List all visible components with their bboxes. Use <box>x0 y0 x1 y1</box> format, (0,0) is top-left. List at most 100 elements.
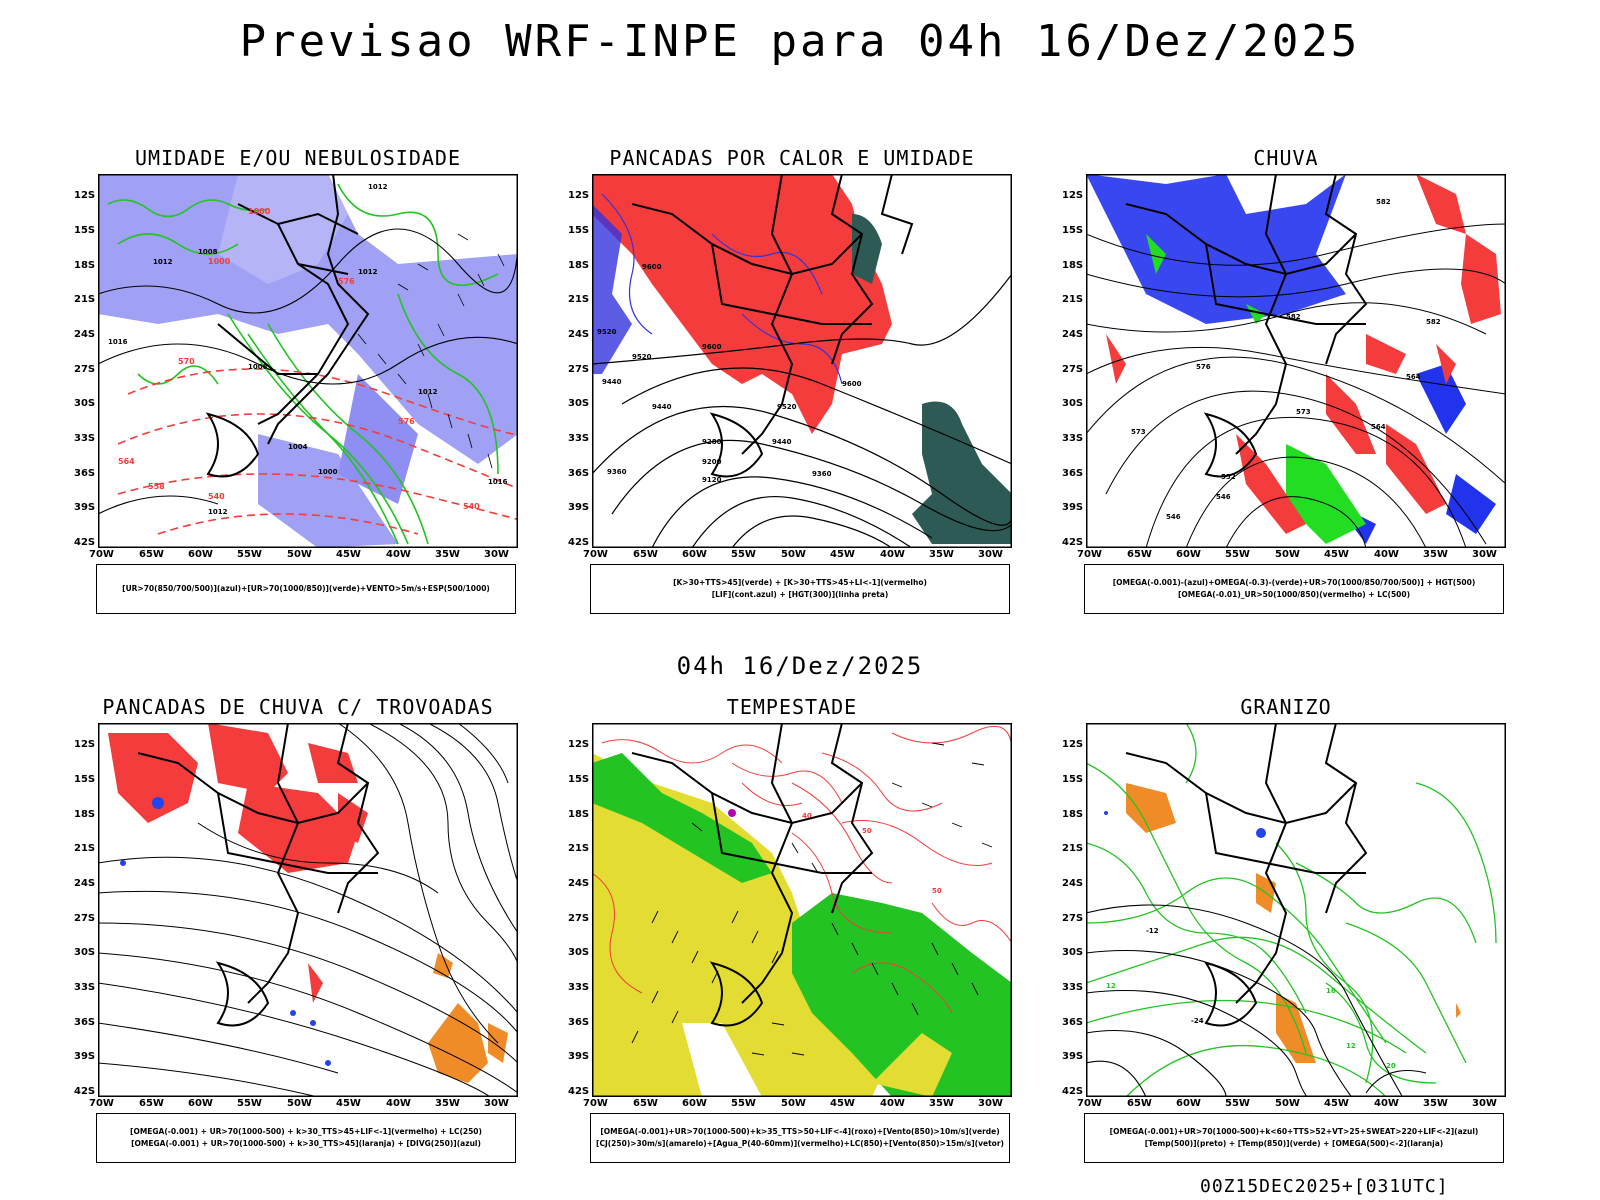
lat-tick-label: 18S <box>74 809 96 820</box>
lon-tick-label: 45W <box>830 1098 855 1109</box>
lat-tick-label: 12S <box>74 190 96 201</box>
svg-text:582: 582 <box>1376 198 1391 206</box>
political-boundaries <box>1125 723 1368 1027</box>
lat-tick-label: 30S <box>568 398 590 409</box>
svg-text:546: 546 <box>1166 513 1181 521</box>
panel-legend: [K>30+TTS>45](verde) + [K>30+TTS>45+LI<-… <box>590 564 1010 614</box>
svg-text:9440: 9440 <box>772 438 792 446</box>
svg-text:9360: 9360 <box>812 470 832 478</box>
panel-chuva: CHUVA <box>1046 146 1526 626</box>
svg-text:582: 582 <box>1286 313 1301 321</box>
svg-text:16: 16 <box>1326 987 1336 995</box>
map-pancadas: 9600 9520 9520 9440 9600 9440 9520 9600 … <box>568 174 1012 560</box>
lon-tick-label: 60W <box>1176 549 1201 560</box>
lon-tick-label: 55W <box>731 1098 756 1109</box>
svg-text:564: 564 <box>1371 423 1386 431</box>
svg-text:552: 552 <box>1221 473 1236 481</box>
svg-text:573: 573 <box>1296 408 1311 416</box>
lat-tick-label: 15S <box>568 774 590 785</box>
lat-tick-label: 21S <box>74 294 96 305</box>
lat-tick-label: 30S <box>1062 398 1084 409</box>
svg-text:12: 12 <box>1106 982 1116 990</box>
lon-tick-label: 65W <box>633 1098 658 1109</box>
lat-tick-label: 12S <box>1062 190 1084 201</box>
panel-legend: [OMEGA(-0.001)+UR>70(1000-500)+k<60+TTS>… <box>1084 1113 1504 1163</box>
legend-line: [OMEGA(-0.001)+UR>70(1000-500)+k>35_TTS>… <box>600 1127 1000 1136</box>
lat-tick-label: 30S <box>74 947 96 958</box>
streamlines <box>98 723 518 1097</box>
lon-tick-label: 60W <box>682 549 707 560</box>
lon-tick-label: 65W <box>139 549 164 560</box>
lat-tick-label: 15S <box>1062 774 1084 785</box>
map-tempestade: 50 40 50 12S 15S 18S 21S 24S 27S 30S 33S 36S 39S 4… <box>568 723 1012 1109</box>
svg-text:576: 576 <box>338 277 355 286</box>
lat-tick-label: 15S <box>568 225 590 236</box>
panel-title: GRANIZO <box>1240 695 1332 719</box>
legend-line: [OMEGA(-0.001) + UR>70(1000-500) + k>30_… <box>131 1139 481 1148</box>
svg-text:9440: 9440 <box>602 378 622 386</box>
political-boundaries <box>137 723 380 1027</box>
map-canvas: 1000 576 1000 570 564 558 540 540 576 10… <box>98 174 518 548</box>
svg-text:1000: 1000 <box>318 468 338 476</box>
lat-tick-label: 21S <box>1062 843 1084 854</box>
svg-text:1012: 1012 <box>208 508 228 516</box>
panel-pancadas: PANCADAS POR CALOR E UMIDADE <box>552 146 1032 626</box>
legend-line: [K>30+TTS>45](verde) + [K>30+TTS>45+LI<-… <box>673 578 927 587</box>
lon-tick-label: 30W <box>1472 1098 1497 1109</box>
lat-tick-label: 39S <box>1062 1051 1084 1062</box>
lon-tick-label: 50W <box>287 1098 312 1109</box>
svg-text:546: 546 <box>1216 493 1231 501</box>
svg-text:1008: 1008 <box>198 248 218 256</box>
page-title: Previsao WRF-INPE para 04h 16/Dez/2025 <box>239 16 1361 67</box>
lon-tick-label: 35W <box>435 549 460 560</box>
legend-line: [OMEGA(-0.01)_UR>50(1000/850)(vermelho) … <box>1177 590 1411 599</box>
legend-line: [Temp(500)](preto) + [Temp(850)](verde) … <box>1144 1139 1444 1148</box>
lon-tick-label: 30W <box>1472 549 1497 560</box>
svg-text:9440: 9440 <box>652 403 672 411</box>
lon-tick-label: 30W <box>484 1098 509 1109</box>
svg-text:576: 576 <box>1196 363 1211 371</box>
lon-tick-label: 55W <box>731 549 756 560</box>
svg-text:50: 50 <box>932 887 942 895</box>
lat-tick-label: 33S <box>1062 433 1084 444</box>
lat-tick-label: 33S <box>568 982 590 993</box>
lat-tick-label: 33S <box>568 433 590 444</box>
lat-tick-label: 42S <box>568 537 590 548</box>
lon-tick-label: 40W <box>1374 549 1399 560</box>
lat-tick-label: 21S <box>74 843 96 854</box>
map-canvas: 582 582 582 576 564 573 573 564 552 546 … <box>1086 174 1506 548</box>
svg-text:576: 576 <box>398 417 415 426</box>
map-canvas <box>98 723 518 1097</box>
lon-tick-label: 65W <box>1127 549 1152 560</box>
lon-tick-label: 50W <box>1275 1098 1300 1109</box>
svg-text:9600: 9600 <box>642 263 662 271</box>
svg-text:1012: 1012 <box>368 183 388 191</box>
lon-tick-label: 70W <box>583 549 608 560</box>
svg-text:40: 40 <box>802 812 812 820</box>
lon-tick-label: 30W <box>484 549 509 560</box>
lon-tick-label: 40W <box>880 1098 905 1109</box>
lat-tick-label: 27S <box>568 364 590 375</box>
panel-title: CHUVA <box>1253 146 1319 170</box>
lon-tick-label: 45W <box>830 549 855 560</box>
lat-tick-label: 24S <box>568 878 590 889</box>
lon-tick-label: 55W <box>237 1098 262 1109</box>
lon-tick-label: 60W <box>188 549 213 560</box>
lat-tick-label: 36S <box>568 1017 590 1028</box>
lon-tick-label: 40W <box>880 549 905 560</box>
svg-text:1008: 1008 <box>248 363 268 371</box>
svg-text:1012: 1012 <box>153 258 173 266</box>
lon-tick-label: 50W <box>781 549 806 560</box>
lon-tick-label: 70W <box>89 549 114 560</box>
lon-tick-label: 35W <box>1423 549 1448 560</box>
lat-tick-label: 15S <box>1062 225 1084 236</box>
svg-text:570: 570 <box>178 357 195 366</box>
map-canvas: 9600 9520 9520 9440 9600 9440 9520 9600 … <box>592 174 1012 548</box>
wind-vectors <box>631 742 993 1056</box>
lon-tick-label: 40W <box>1374 1098 1399 1109</box>
svg-text:1012: 1012 <box>418 388 438 396</box>
lon-tick-label: 55W <box>237 549 262 560</box>
svg-text:1004: 1004 <box>288 443 308 451</box>
svg-text:-24: -24 <box>1191 1017 1204 1025</box>
lat-tick-label: 39S <box>74 1051 96 1062</box>
